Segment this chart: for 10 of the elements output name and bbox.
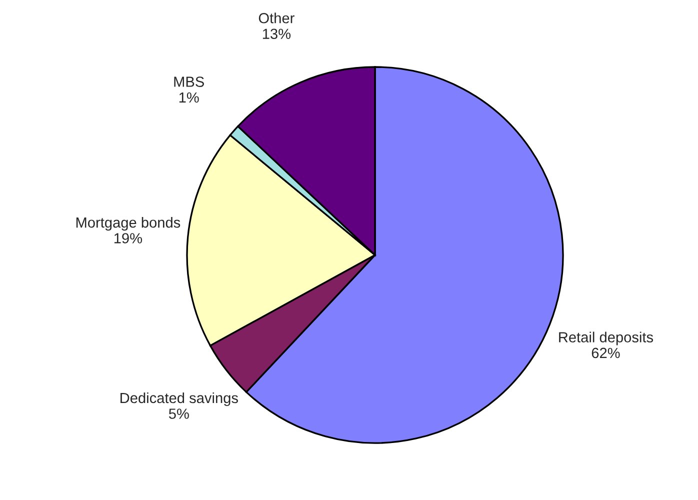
data-label: 1% xyxy=(179,92,199,103)
slice-label: Mortgage bonds xyxy=(76,216,180,231)
data-label: 5% xyxy=(168,408,189,419)
slice-label: MBS xyxy=(174,76,204,87)
data-label: 13% xyxy=(262,28,291,40)
slice-label: Retail deposits xyxy=(559,332,654,346)
data-label: 62% xyxy=(592,348,620,358)
data-label: 19% xyxy=(114,233,142,244)
slice-label: Dedicated savings xyxy=(120,392,238,406)
slice-label: Other xyxy=(258,12,294,24)
